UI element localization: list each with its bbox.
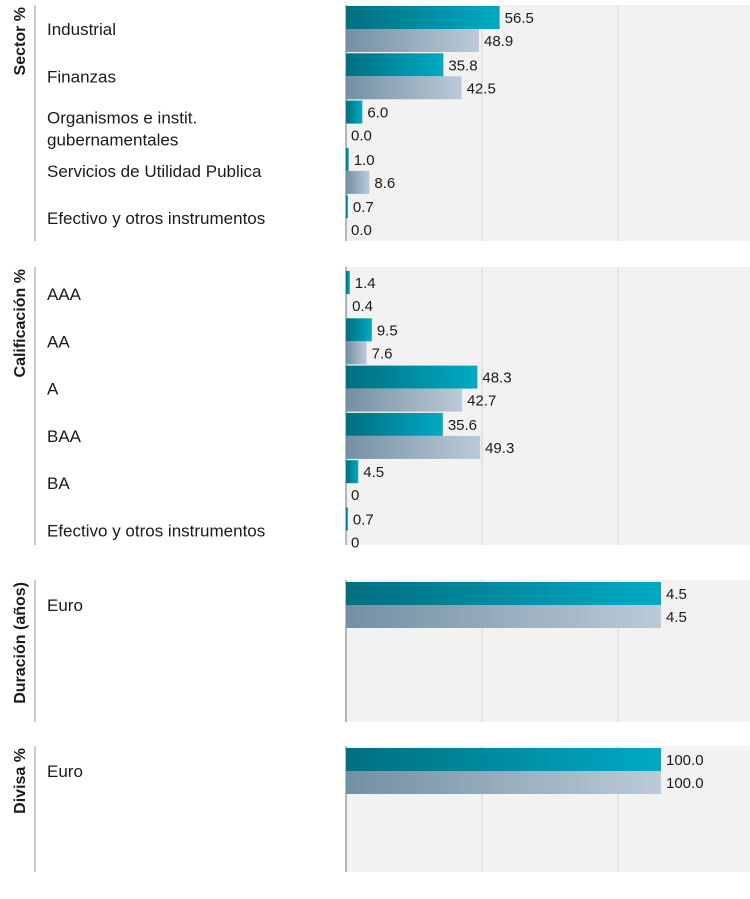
data-label: 7.6	[372, 345, 393, 362]
data-label: 35.6	[448, 417, 477, 434]
section-label: Duración (años)	[12, 582, 29, 704]
bar-portfolio	[346, 147, 349, 171]
data-label: 0.7	[353, 199, 374, 216]
chart-panel: Sector % Industrial 56.5 48.9 Finanzas 35.8 42…	[12, 5, 750, 241]
bar-index	[346, 771, 661, 794]
data-label: 4.5	[363, 464, 384, 481]
data-label: 100.0	[666, 752, 704, 769]
category-label-line: Organismos e instit.	[47, 109, 197, 128]
bar-portfolio	[346, 53, 444, 77]
data-label: 42.7	[467, 393, 496, 410]
category-label: Finanzas	[47, 67, 116, 86]
bar-portfolio	[346, 582, 661, 605]
category-label: A	[47, 380, 59, 399]
data-label: 4.5	[666, 609, 687, 626]
bar-portfolio	[346, 412, 443, 436]
bar-portfolio	[346, 748, 661, 771]
section-label: Sector %	[12, 7, 29, 75]
data-label: 1.4	[355, 275, 376, 292]
category-label: BAA	[47, 427, 82, 446]
category-label: Efectivo y otros instrumentos	[47, 209, 265, 228]
category-label: Efectivo y otros instrumentos	[47, 522, 265, 541]
data-label: 100.0	[666, 775, 704, 792]
data-label: 42.5	[467, 80, 496, 97]
chart-panel: Calificación % AAA 1.4 0.4 AA 9.5 7.6 A 48.3 42.7…	[12, 267, 750, 552]
bar-portfolio	[346, 318, 372, 342]
bar-index	[346, 605, 661, 628]
category-label: AA	[47, 332, 70, 351]
category-label: AAA	[47, 285, 82, 304]
bar-portfolio	[346, 507, 348, 531]
data-label: 0.0	[351, 128, 372, 145]
chart-panel: Duración (años) Euro 4.5 4.5	[12, 580, 750, 722]
data-label: 0	[351, 487, 359, 504]
data-label: 0.7	[353, 512, 374, 529]
category-label-line: gubernamentales	[47, 131, 178, 150]
data-label: 1.0	[354, 152, 375, 169]
data-label: 56.5	[505, 10, 534, 27]
bar-index	[346, 170, 370, 194]
bar-index	[346, 435, 481, 459]
data-label: 48.3	[482, 370, 511, 387]
section-label: Calificación %	[12, 269, 29, 377]
category-label: BA	[47, 474, 70, 493]
category-label: Industrial	[47, 20, 116, 39]
bar-index	[346, 294, 348, 317]
bar-index	[346, 388, 463, 412]
data-label: 0.0	[351, 222, 372, 239]
section-label: Divisa %	[12, 748, 29, 814]
data-label: 8.6	[374, 175, 395, 192]
data-label: 9.5	[377, 322, 398, 339]
data-label: 0	[351, 535, 359, 552]
data-label: 4.5	[666, 586, 687, 603]
bar-portfolio	[346, 6, 500, 29]
data-label: 49.3	[485, 440, 514, 457]
bar-portfolio	[346, 271, 350, 294]
data-label: 0.4	[352, 298, 373, 315]
data-label: 6.0	[367, 105, 388, 122]
bar-portfolio	[346, 100, 363, 124]
category-label: Servicios de Utilidad Publica	[47, 162, 262, 181]
category-label: Euro	[47, 762, 83, 781]
category-label: Euro	[47, 596, 83, 615]
data-label: 48.9	[484, 33, 513, 50]
bar-index	[346, 76, 462, 100]
category-label: Organismos e instit. gubernamentales	[47, 109, 197, 150]
bar-index	[346, 341, 367, 365]
bar-portfolio	[346, 365, 478, 389]
bar-index	[346, 29, 480, 52]
bar-portfolio	[346, 195, 348, 219]
chart-panel: Divisa % Euro 100.0 100.0	[12, 746, 750, 872]
bar-portfolio	[346, 460, 359, 484]
data-label: 35.8	[448, 57, 477, 74]
